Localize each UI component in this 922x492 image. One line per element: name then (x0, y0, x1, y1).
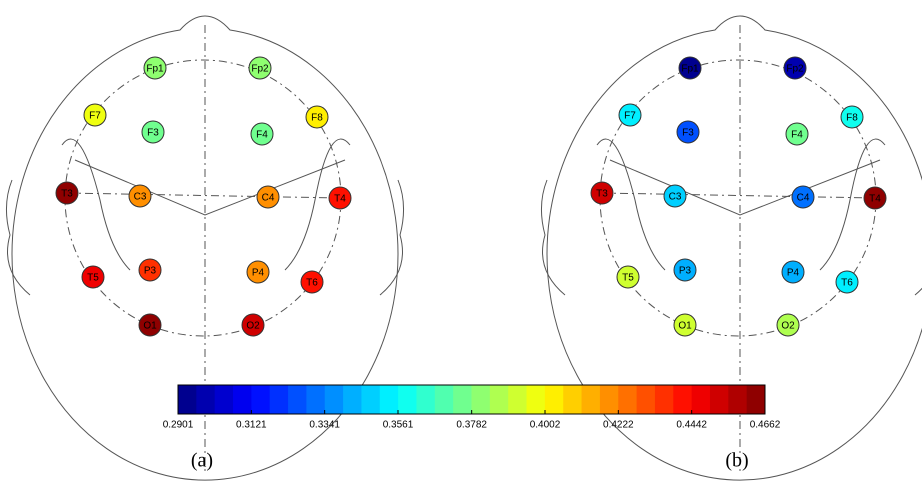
colorbar-segment (306, 385, 325, 414)
electrode-label: O2 (246, 321, 260, 332)
colorbar-tick-label: 0.4662 (750, 420, 781, 431)
electrode-label: P3 (679, 266, 692, 277)
colorbar-segment (215, 385, 234, 414)
nasion-lines (610, 160, 880, 215)
colorbar-segment (673, 385, 692, 414)
coronal-line (67, 193, 340, 198)
electrode-label: F4 (256, 130, 268, 141)
colorbar-segment (472, 385, 491, 414)
colorbar-segment (545, 385, 564, 414)
nasion-lines (75, 160, 345, 215)
colorbar-segment (655, 385, 674, 414)
electrode-label: T5 (622, 273, 634, 284)
colorbar-segment (747, 385, 766, 414)
electrode-label: T6 (841, 278, 853, 289)
electrode-label: T6 (306, 278, 318, 289)
colorbar-tick-label: 0.4442 (676, 420, 707, 431)
colorbar-segment (343, 385, 362, 414)
panel-caption: (b) (725, 450, 748, 472)
colorbar-segment (435, 385, 454, 414)
colorbar-segment (270, 385, 289, 414)
colorbar-tick-label: 0.3561 (383, 420, 414, 431)
colorbar-segment (527, 385, 546, 414)
colorbar-segment (508, 385, 527, 414)
colorbar-segment (563, 385, 582, 414)
inner-circle (600, 60, 876, 336)
panel-caption: (a) (191, 450, 213, 472)
electrode-label: P4 (787, 268, 800, 279)
colorbar-segment (416, 385, 435, 414)
electrode-label: T3 (61, 189, 73, 200)
electrode-label: Fp1 (681, 64, 699, 75)
colorbar-segment (582, 385, 601, 414)
electrode-label: T5 (87, 273, 99, 284)
colorbar-segment (288, 385, 307, 414)
colorbar-tick-label: 0.4222 (603, 420, 634, 431)
electrode-label: T4 (334, 194, 346, 205)
electrode-label: Fp2 (251, 64, 269, 75)
colorbar-segment (361, 385, 380, 414)
electrode-label: O1 (143, 321, 157, 332)
colorbar-tick-label: 0.3341 (309, 420, 340, 431)
electrode-label: P3 (144, 266, 157, 277)
electrode-label: T3 (596, 189, 608, 200)
electrode-label: F8 (311, 113, 323, 124)
colorbar-segment (710, 385, 729, 414)
colorbar-segment (196, 385, 215, 414)
colorbar-segment (178, 385, 197, 414)
colorbar-segment (692, 385, 711, 414)
colorbar-tick-label: 0.4002 (530, 420, 561, 431)
colorbar-tick-label: 0.3782 (456, 420, 487, 431)
colorbar-segment (380, 385, 399, 414)
electrode-label: F4 (791, 130, 803, 141)
electrode-label: O1 (678, 321, 692, 332)
electrode-label: Fp1 (146, 64, 164, 75)
colorbar-segment (618, 385, 637, 414)
electrode-label: F7 (624, 111, 636, 122)
colorbar-segment (453, 385, 472, 414)
colorbar-segment (728, 385, 747, 414)
colorbar-segment (233, 385, 252, 414)
electrode-label: C4 (262, 193, 275, 204)
colorbar-segment (490, 385, 509, 414)
electrode-label: C4 (797, 193, 810, 204)
colorbar-segment (251, 385, 270, 414)
colorbar-segment (637, 385, 656, 414)
inner-circle (65, 60, 341, 336)
electrode-label: F7 (89, 111, 101, 122)
right-ear (915, 180, 922, 295)
left-curve (62, 139, 130, 270)
colorbar-segment (600, 385, 619, 414)
electrode-label: P4 (252, 268, 265, 279)
electrode-label: F3 (147, 128, 159, 139)
colorbar-segment (325, 385, 344, 414)
colorbar-segment (398, 385, 417, 414)
electrode-label: F3 (682, 128, 694, 139)
electrode-label: Fp2 (786, 64, 804, 75)
coronal-line (602, 193, 875, 198)
electrode-label: C3 (669, 192, 682, 203)
electrode-label: C3 (134, 192, 147, 203)
colorbar-tick-label: 0.2901 (163, 420, 194, 431)
colorbar-tick-label: 0.3121 (236, 420, 267, 431)
left-curve (597, 139, 665, 270)
figure: Fp1 Fp2 F7 F3 F4 F8 T3 C3 C4 T4 T5 P3 P4 T6 O1 O2 (a) Fp1… (0, 0, 922, 492)
electrode-label: T4 (869, 194, 881, 205)
electrode-label: O2 (781, 321, 795, 332)
electrode-label: F8 (846, 113, 858, 124)
